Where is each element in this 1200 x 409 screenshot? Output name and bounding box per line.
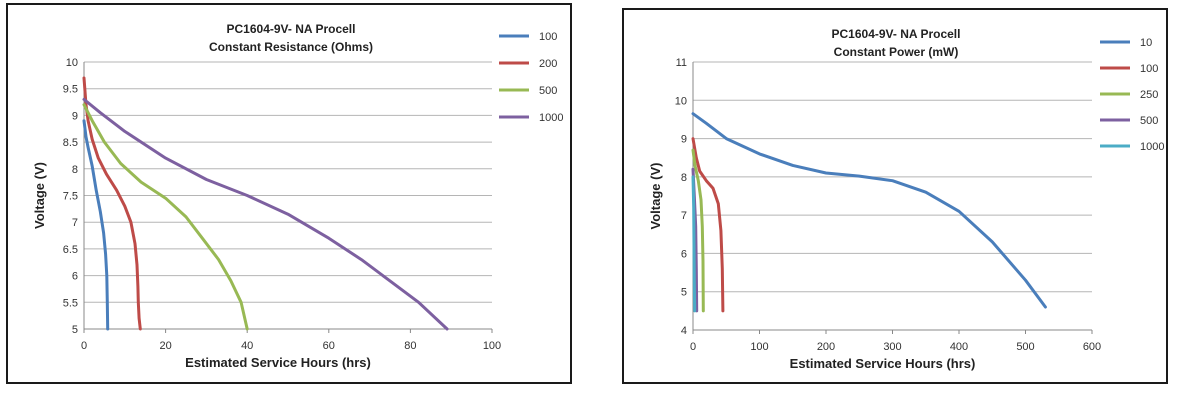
y-tick-label: 7 xyxy=(72,217,78,229)
x-axis-title: Estimated Service Hours (hrs) xyxy=(790,356,976,371)
y-tick-label: 6 xyxy=(681,248,687,260)
y-tick-label: 9.5 xyxy=(63,84,78,96)
x-tick-label: 400 xyxy=(950,341,968,353)
legend-label-100: 100 xyxy=(539,31,557,43)
x-tick-label: 20 xyxy=(159,340,171,352)
legend-label-500: 500 xyxy=(1140,115,1158,127)
y-axis-title: Voltage (V) xyxy=(648,163,663,230)
y-tick-label: 8 xyxy=(72,164,78,176)
chart-right: 4 5 6 7 8 9 10 11 0 100 200 300 400 500 600 PC1604-9V- … xyxy=(648,27,1164,371)
x-tick-label: 100 xyxy=(483,340,501,352)
legend-label-10: 10 xyxy=(1140,37,1152,49)
y-tick-label: 6 xyxy=(72,271,78,283)
x-axis-title: Estimated Service Hours (hrs) xyxy=(185,355,371,370)
x-tick-label: 60 xyxy=(323,340,335,352)
chart-title: PC1604-9V- NA Procell xyxy=(832,27,961,41)
x-tick-label: 500 xyxy=(1016,341,1034,353)
y-tick-label: 4 xyxy=(681,325,687,337)
series-line-1000 xyxy=(691,175,697,313)
series-line-10 xyxy=(691,112,1047,309)
y-tick-label: 7.5 xyxy=(63,191,78,203)
legend-label-100: 100 xyxy=(1140,63,1158,75)
chart-subtitle: Constant Resistance (Ohms) xyxy=(209,40,373,54)
series-line-100 xyxy=(82,119,110,331)
y-tick-label: 10 xyxy=(675,95,687,107)
legend-label-1000: 1000 xyxy=(539,112,563,124)
legend-label-250: 250 xyxy=(1140,89,1158,101)
series-line-500 xyxy=(82,103,249,331)
y-tick-label: 8 xyxy=(681,172,687,184)
y-tick-label: 6.5 xyxy=(63,244,78,256)
series-line-100 xyxy=(691,137,725,313)
x-tick-label: 40 xyxy=(241,340,253,352)
y-tick-label: 5 xyxy=(72,324,78,336)
x-tick-label: 600 xyxy=(1083,341,1101,353)
legend-label-1000: 1000 xyxy=(1140,141,1164,153)
chart-subtitle: Constant Power (mW) xyxy=(834,45,959,59)
x-tick-label: 300 xyxy=(883,341,901,353)
y-tick-label: 10 xyxy=(66,57,78,69)
series-line-250 xyxy=(691,148,705,313)
series-line-200 xyxy=(82,76,142,331)
y-tick-label: 8.5 xyxy=(63,137,78,149)
x-tick-label: 100 xyxy=(750,341,768,353)
chart-panel-right: 4 5 6 7 8 9 10 11 0 100 200 300 400 500 600 PC1604-9V- … xyxy=(622,8,1168,384)
chart-panel-left: 5 5.5 6 6.5 7 7.5 8 8.5 9 9.5 10 0 20 40 60 80 100 PC1604… xyxy=(6,3,572,384)
legend-label-500: 500 xyxy=(539,85,557,97)
chart-title: PC1604-9V- NA Procell xyxy=(227,22,356,36)
x-tick-label: 0 xyxy=(690,341,696,353)
x-tick-label: 200 xyxy=(817,341,835,353)
y-axis-title: Voltage (V) xyxy=(32,162,47,229)
y-tick-label: 5.5 xyxy=(63,297,78,309)
y-tick-label: 11 xyxy=(676,57,687,69)
y-tick-label: 7 xyxy=(681,210,687,222)
x-tick-label: 0 xyxy=(81,340,87,352)
y-tick-label: 9 xyxy=(72,110,78,122)
y-tick-label: 9 xyxy=(681,134,687,146)
y-tick-label: 5 xyxy=(681,287,687,299)
legend-label-200: 200 xyxy=(539,58,557,70)
x-tick-label: 80 xyxy=(404,340,416,352)
series-line-1000 xyxy=(82,97,449,331)
